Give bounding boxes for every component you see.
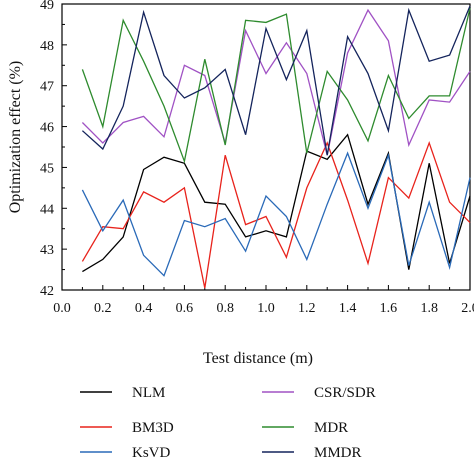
legend-label: KsVD	[132, 445, 171, 461]
legend-item: KsVD	[80, 445, 171, 461]
legend-label: MMDR	[314, 445, 362, 461]
x-tick-label: 2.0	[461, 301, 474, 316]
y-tick-label: 45	[40, 161, 54, 176]
series-line-csr-sdr	[81, 8, 471, 156]
legend-label: MDR	[314, 420, 348, 436]
legend-item: NLM	[80, 385, 165, 401]
y-tick-label: 43	[40, 243, 54, 258]
x-tick-label: 1.2	[298, 301, 316, 316]
plot-axes: 0.0 0.2 0.4 0.6 0.8 1.0 1.2 1.4 1.6 1.8 2.0 42 43 44 4…	[40, 0, 474, 316]
series-layer	[81, 5, 471, 289]
x-tick-label: 1.4	[339, 301, 357, 316]
legend-item: MMDR	[262, 445, 362, 461]
legend-item: BM3D	[80, 420, 174, 436]
series-line-mmdr	[81, 5, 471, 156]
y-tick-label: 44	[40, 202, 54, 217]
series-line-nlm	[82, 133, 471, 273]
x-tick-label: 0.2	[94, 301, 112, 316]
x-tick-label: 0.8	[216, 301, 234, 316]
x-tick-label: 1.6	[380, 301, 398, 316]
plot-frame	[61, 3, 471, 291]
y-tick-label: 46	[40, 121, 54, 136]
y-tick-label: 47	[40, 80, 54, 95]
y-tick-label: 42	[40, 284, 54, 299]
series-line-mdr	[81, 7, 471, 164]
y-tick-label: 48	[40, 39, 54, 54]
series-line-bm3d	[81, 140, 471, 289]
x-tick-label: 0.6	[176, 301, 194, 316]
x-tick-label: 0.4	[135, 301, 153, 316]
legend-item: MDR	[262, 420, 348, 436]
legend-label: CSR/SDR	[314, 385, 376, 401]
legend-label: NLM	[132, 385, 165, 401]
x-tick-label: 1.8	[420, 301, 438, 316]
legend-item: CSR/SDR	[262, 385, 376, 401]
legend-label: BM3D	[132, 420, 174, 436]
y-tick-label: 49	[40, 0, 54, 13]
series-line-ksvd	[81, 151, 471, 277]
y-axis-label: Optimization effect (%)	[7, 61, 24, 214]
legend: NLM BM3D KsVD CSR/SDR MDR MMDR	[80, 385, 376, 461]
x-tick-label: 1.0	[257, 301, 275, 316]
x-tick-label: 0.0	[53, 301, 71, 316]
x-axis-label: Test distance (m)	[203, 350, 313, 367]
